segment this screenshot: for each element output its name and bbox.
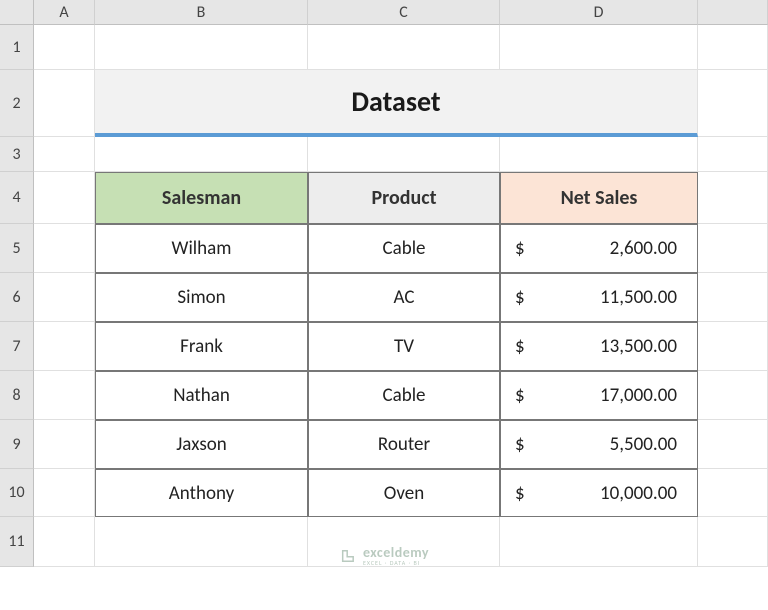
col-header-overflow xyxy=(698,0,768,25)
cell-e6[interactable] xyxy=(698,273,768,322)
cell-a8[interactable] xyxy=(34,371,95,420)
cell-a1[interactable] xyxy=(34,25,95,70)
row-header-4[interactable]: 4 xyxy=(0,172,34,224)
row-header-7[interactable]: 7 xyxy=(0,322,34,371)
row-header-8[interactable]: 8 xyxy=(0,371,34,420)
corner-cell[interactable] xyxy=(0,0,34,25)
table-cell-product[interactable]: Cable xyxy=(308,371,500,420)
table-cell-product[interactable]: AC xyxy=(308,273,500,322)
col-header-b[interactable]: B xyxy=(95,0,308,25)
cell-e10[interactable] xyxy=(698,469,768,517)
table-cell-salesman[interactable]: Anthony xyxy=(95,469,308,517)
cell-d1[interactable] xyxy=(500,25,698,70)
col-header-c[interactable]: C xyxy=(308,0,500,25)
header-netsales[interactable]: Net Sales xyxy=(500,172,698,224)
currency-symbol: $ xyxy=(515,237,525,260)
table-cell-netsales[interactable]: $ 13,500.00 xyxy=(500,322,698,371)
header-product[interactable]: Product xyxy=(308,172,500,224)
cell-e9[interactable] xyxy=(698,420,768,469)
cell-a7[interactable] xyxy=(34,322,95,371)
currency-value: 10,000.00 xyxy=(600,482,677,505)
currency-symbol: $ xyxy=(515,482,525,505)
cell-a6[interactable] xyxy=(34,273,95,322)
table-cell-netsales[interactable]: $ 11,500.00 xyxy=(500,273,698,322)
cell-e1[interactable] xyxy=(698,25,768,70)
cell-b11[interactable] xyxy=(95,517,308,567)
currency-value: 13,500.00 xyxy=(600,335,677,358)
cell-c11[interactable] xyxy=(308,517,500,567)
currency-value: 11,500.00 xyxy=(600,286,677,309)
row-header-9[interactable]: 9 xyxy=(0,420,34,469)
row-header-6[interactable]: 6 xyxy=(0,273,34,322)
currency-symbol: $ xyxy=(515,335,525,358)
spreadsheet-grid: A B C D 1 2 Dataset 3 4 Salesman Product… xyxy=(0,0,768,610)
cell-a2[interactable] xyxy=(34,70,95,137)
table-cell-salesman[interactable]: Jaxson xyxy=(95,420,308,469)
table-cell-salesman[interactable]: Nathan xyxy=(95,371,308,420)
col-header-a[interactable]: A xyxy=(34,0,95,25)
cell-e2[interactable] xyxy=(698,70,768,137)
row-header-10[interactable]: 10 xyxy=(0,469,34,517)
cell-c3[interactable] xyxy=(308,137,500,172)
cell-e3[interactable] xyxy=(698,137,768,172)
cell-b3[interactable] xyxy=(95,137,308,172)
cell-a10[interactable] xyxy=(34,469,95,517)
cell-d3[interactable] xyxy=(500,137,698,172)
cell-e5[interactable] xyxy=(698,224,768,273)
table-cell-netsales[interactable]: $ 5,500.00 xyxy=(500,420,698,469)
cell-d11[interactable] xyxy=(500,517,698,567)
row-header-1[interactable]: 1 xyxy=(0,25,34,70)
cell-e7[interactable] xyxy=(698,322,768,371)
table-cell-product[interactable]: TV xyxy=(308,322,500,371)
table-cell-netsales[interactable]: $ 2,600.00 xyxy=(500,224,698,273)
cell-e4[interactable] xyxy=(698,172,768,224)
cell-c1[interactable] xyxy=(308,25,500,70)
table-cell-netsales[interactable]: $ 10,000.00 xyxy=(500,469,698,517)
cell-e11[interactable] xyxy=(698,517,768,567)
currency-symbol: $ xyxy=(515,384,525,407)
table-cell-salesman[interactable]: Wilham xyxy=(95,224,308,273)
currency-value: 2,600.00 xyxy=(610,237,677,260)
cell-a4[interactable] xyxy=(34,172,95,224)
table-cell-salesman[interactable]: Simon xyxy=(95,273,308,322)
row-header-5[interactable]: 5 xyxy=(0,224,34,273)
cell-a9[interactable] xyxy=(34,420,95,469)
table-cell-product[interactable]: Oven xyxy=(308,469,500,517)
cell-a5[interactable] xyxy=(34,224,95,273)
table-cell-product[interactable]: Cable xyxy=(308,224,500,273)
cell-a11[interactable] xyxy=(34,517,95,567)
row-header-3[interactable]: 3 xyxy=(0,137,34,172)
currency-value: 17,000.00 xyxy=(600,384,677,407)
row-header-11[interactable]: 11 xyxy=(0,517,34,567)
currency-value: 5,500.00 xyxy=(610,433,677,456)
table-cell-netsales[interactable]: $ 17,000.00 xyxy=(500,371,698,420)
col-header-d[interactable]: D xyxy=(500,0,698,25)
cell-e8[interactable] xyxy=(698,371,768,420)
header-salesman[interactable]: Salesman xyxy=(95,172,308,224)
currency-symbol: $ xyxy=(515,286,525,309)
dataset-title[interactable]: Dataset xyxy=(95,70,698,137)
row-header-2[interactable]: 2 xyxy=(0,70,34,137)
table-cell-product[interactable]: Router xyxy=(308,420,500,469)
currency-symbol: $ xyxy=(515,433,525,456)
table-cell-salesman[interactable]: Frank xyxy=(95,322,308,371)
cell-a3[interactable] xyxy=(34,137,95,172)
cell-b1[interactable] xyxy=(95,25,308,70)
